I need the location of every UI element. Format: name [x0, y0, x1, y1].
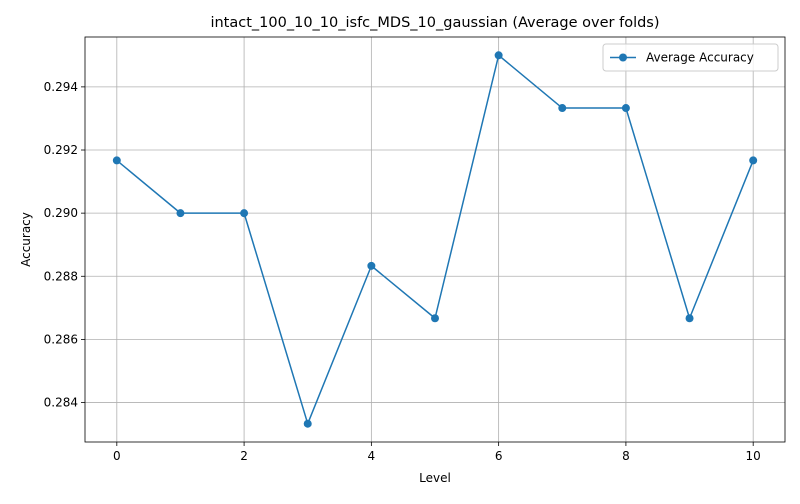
legend: Average Accuracy	[602, 43, 779, 72]
grid	[85, 37, 785, 442]
x-tick-label: 2	[240, 449, 248, 463]
data-point	[367, 261, 376, 270]
data-point	[176, 209, 185, 218]
x-axis-label: Level	[419, 471, 451, 485]
legend-box	[602, 43, 779, 72]
series-layer	[112, 51, 758, 428]
x-tick-label: 0	[113, 449, 121, 463]
data-point	[431, 314, 439, 323]
y-axis-label: Accuracy	[19, 212, 33, 267]
data-point	[621, 104, 630, 113]
y-tick-label: 0.290	[44, 206, 78, 220]
legend-entry-label: Average Accuracy	[646, 51, 754, 65]
data-point	[494, 51, 503, 60]
chart-title: intact_100_10_10_isfc_MDS_10_gaussian (A…	[210, 15, 659, 31]
data-point	[112, 156, 121, 165]
data-point	[749, 156, 758, 165]
x-tick-label: 8	[622, 449, 630, 463]
data-point	[685, 314, 694, 323]
y-tick-label: 0.284	[44, 396, 78, 410]
y-tick-label: 0.292	[44, 143, 78, 157]
y-tick-label: 0.288	[44, 269, 78, 283]
data-point	[558, 104, 567, 113]
data-point	[303, 419, 312, 428]
x-tick-label: 4	[368, 449, 376, 463]
axes: 0 2 4 6 8 10 0.284 0.286 0.288 0.290 0.292 0.294	[44, 80, 761, 463]
y-tick-label: 0.286	[44, 332, 78, 346]
y-tick-label: 0.294	[44, 80, 78, 94]
x-tick-label: 6	[495, 449, 503, 463]
legend-marker-swatch	[619, 53, 627, 62]
data-point	[240, 209, 249, 218]
plot-frame	[84, 36, 786, 443]
x-tick-label: 10	[746, 449, 761, 463]
